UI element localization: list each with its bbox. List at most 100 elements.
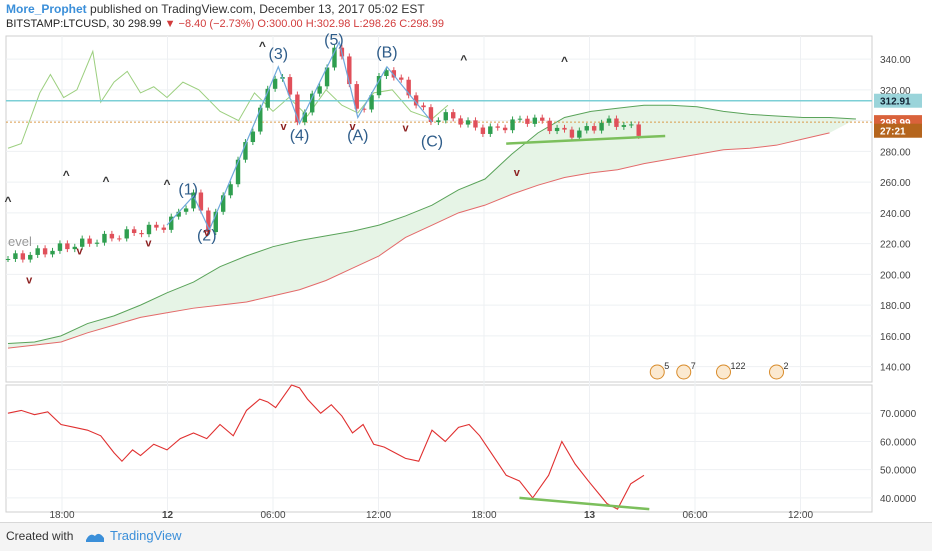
candle [317,86,322,94]
candle [287,77,293,95]
candle [117,238,122,240]
event-flag-icon [769,364,784,380]
sell-marker: v [281,121,288,133]
candle [198,192,204,211]
last-price: 298.99 [127,18,162,30]
wave-label: (4) [290,128,310,145]
candle [50,250,55,255]
price-tick-label: 340.00 [880,55,911,66]
candle [413,95,419,106]
symbol-label: BITSTAMP:LTCUSD, 30 [6,18,125,30]
candle [577,130,582,138]
footer-bar: Created with TradingView [0,522,932,551]
candle [94,242,100,244]
candle [636,124,641,136]
sell-marker: v [514,167,521,179]
candle [599,122,604,131]
event-flag-icon [649,364,665,380]
price-chart[interactable]: 18:00 12 06:00 12:00 18:00 13 06:00 12:00 140.00… [0,0,932,520]
candle [406,79,411,96]
price-label-box [874,123,922,138]
candle [5,258,11,260]
price-tick-label: 180.00 [880,301,911,312]
wave-label: (C) [421,134,443,151]
event-flag-icon [716,364,731,380]
tradingview-brand[interactable]: TradingView [110,528,182,543]
sell-marker: v [76,245,83,257]
candle [13,253,18,259]
candle [428,107,434,123]
x-tick-label: 18:00 [49,510,74,520]
candle [510,119,515,131]
candle [540,117,545,121]
price-tick-label: 160.00 [880,332,911,343]
candle [591,126,597,131]
x-tick-label: 12:00 [788,510,813,520]
candle [495,126,500,128]
candle [532,117,538,124]
candle [295,94,300,123]
price-tick-label: 280.00 [880,147,911,158]
rsi-line [7,384,645,510]
candle [124,229,129,239]
candle [391,70,397,78]
price-tick-label: 220.00 [880,240,911,251]
candle [376,76,382,96]
event-flag-icon [676,364,692,380]
rsi-tick-label: 60.0000 [880,437,917,448]
candle [102,233,107,243]
buy-marker: ^ [63,168,70,182]
price-tick-label: 260.00 [880,178,911,189]
price-pane-border [5,35,873,383]
candle [361,108,367,110]
candle [629,124,634,126]
candle [169,216,174,230]
candle [206,210,211,233]
candle [310,93,315,113]
sell-marker: v [402,122,409,134]
x-tick-label: 12 [162,510,174,520]
event-count: 5 [664,361,669,371]
price-tick-label: 240.00 [880,209,911,220]
candle [20,253,26,260]
senkou-span-a [7,104,857,345]
candle [347,56,352,85]
elliott-wave-path [166,40,433,232]
candle [421,105,426,108]
candle [220,195,226,212]
candle [146,224,152,235]
author-name[interactable]: More_Prophet [6,2,87,16]
candle [243,142,248,160]
candle [302,112,307,123]
buy-marker: ^ [460,53,467,67]
price-label: 298.99 [880,118,911,129]
candle [176,211,181,217]
ohlc-values: O:300.00 H:302.98 L:298.26 C:298.99 [257,18,444,30]
candle [35,248,40,255]
candle [191,192,196,209]
candle [480,127,486,134]
candle [65,243,70,250]
candle [584,126,589,131]
rsi-tick-label: 70.0000 [880,409,917,420]
x-tick-label: 06:00 [260,510,285,520]
buy-marker: ^ [561,54,568,68]
candle [235,159,241,185]
buy-marker: ^ [103,174,110,188]
buy-marker: ^ [163,177,170,191]
candle [517,118,523,120]
chart-header: More_Prophet published on TradingView.co… [6,2,444,34]
candle [80,238,85,247]
candle [562,127,567,130]
published-text: published on TradingView.com, December 1… [90,2,425,16]
candle [569,129,575,138]
sell-marker: v [26,275,33,287]
candle [488,126,493,134]
price-label: 27:21 [880,127,906,138]
candle [443,112,448,121]
candle [228,184,233,196]
rsi-pane-border [5,384,873,513]
candle [250,131,256,143]
candle [399,77,404,80]
candle [265,88,270,108]
